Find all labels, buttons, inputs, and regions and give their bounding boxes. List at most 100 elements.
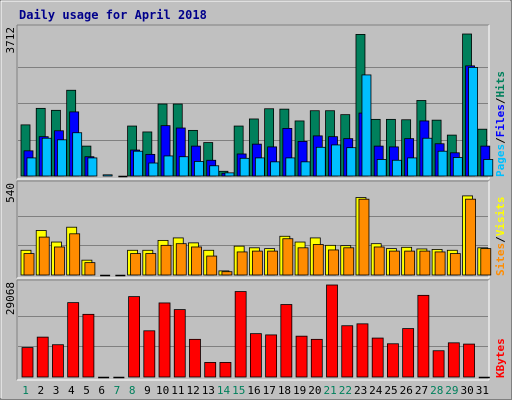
legend-item-sites: Sites bbox=[494, 243, 507, 276]
day-label-17: 17 bbox=[263, 384, 276, 397]
bar-sites-day-15 bbox=[236, 251, 248, 276]
series-pages bbox=[26, 67, 494, 178]
bar-pages-day-17 bbox=[270, 161, 281, 177]
bar-pages-day-22 bbox=[346, 147, 357, 177]
bar-pages-day-16 bbox=[254, 157, 265, 177]
series-sites bbox=[23, 198, 492, 277]
bar-pages-day-1 bbox=[26, 157, 37, 177]
bar-kbytes-day-3 bbox=[52, 344, 64, 378]
bar-kbytes-day-15 bbox=[234, 291, 247, 378]
bar-pages-day-28 bbox=[437, 150, 448, 177]
bar-sites-day-29 bbox=[449, 253, 461, 276]
bar-kbytes-day-19 bbox=[295, 335, 308, 378]
day-label-29: 29 bbox=[445, 384, 458, 397]
bar-kbytes-day-13 bbox=[204, 362, 217, 378]
bar-kbytes-day-5 bbox=[82, 313, 95, 378]
day-label-6: 6 bbox=[98, 384, 105, 397]
bar-sites-day-10 bbox=[160, 244, 172, 276]
day-label-28: 28 bbox=[430, 384, 443, 397]
bar-pages-day-21 bbox=[331, 144, 341, 177]
legend-visits-sites: Sites/Visits bbox=[494, 197, 507, 277]
bar-pages-day-29 bbox=[452, 157, 463, 177]
bar-pages-day-31 bbox=[483, 159, 494, 177]
bar-kbytes-day-4 bbox=[67, 302, 80, 378]
bar-kbytes-day-28 bbox=[432, 350, 445, 378]
legend-item-kbytes: KBytes bbox=[494, 338, 507, 378]
bar-sites-day-17 bbox=[267, 250, 279, 276]
axis-max-label: 540 bbox=[4, 183, 17, 203]
bar-sites-day-28 bbox=[434, 251, 446, 276]
bar-pages-day-24 bbox=[376, 159, 387, 177]
legend-item-files: Files bbox=[494, 104, 507, 137]
bar-pages-day-15 bbox=[239, 157, 250, 177]
chart-title: Daily usage for April 2018 bbox=[19, 8, 207, 22]
bar-kbytes-day-22 bbox=[341, 325, 354, 378]
bar-kbytes-day-30 bbox=[463, 343, 475, 378]
legend-item-visits: Visits bbox=[494, 197, 507, 237]
day-label-31: 31 bbox=[476, 384, 489, 397]
bar-sites-day-5 bbox=[84, 262, 96, 276]
day-label-27: 27 bbox=[415, 384, 428, 397]
bar-pages-day-11 bbox=[178, 156, 189, 177]
bar-sites-day-9 bbox=[145, 253, 157, 276]
bar-sites-day-24 bbox=[373, 246, 385, 276]
bar-kbytes-day-25 bbox=[387, 343, 399, 378]
day-label-25: 25 bbox=[384, 384, 397, 397]
bar-sites-day-18 bbox=[282, 238, 294, 276]
day-label-2: 2 bbox=[38, 384, 45, 397]
axis-max-label: 29068 bbox=[4, 282, 17, 315]
series-kbytes bbox=[21, 284, 490, 379]
bar-sites-day-16 bbox=[251, 250, 263, 276]
bar-kbytes-day-18 bbox=[280, 304, 293, 378]
day-label-3: 3 bbox=[53, 384, 60, 397]
bar-pages-day-3 bbox=[57, 139, 67, 177]
bar-sites-day-13 bbox=[206, 255, 218, 276]
bar-sites-day-26 bbox=[404, 250, 416, 276]
bar-kbytes-day-29 bbox=[447, 342, 460, 378]
bar-sites-day-21 bbox=[328, 249, 339, 276]
day-label-14: 14 bbox=[217, 384, 231, 397]
panel-kbytes: 29068 KBytes bbox=[4, 279, 507, 381]
legend-item-pages: Pages bbox=[494, 144, 507, 177]
bar-pages-day-5 bbox=[87, 157, 98, 177]
legend-hits-files-pages: Pages/Files/Hits bbox=[494, 71, 507, 177]
legend-separator: / bbox=[494, 236, 507, 243]
bar-kbytes-day-12 bbox=[189, 338, 201, 378]
bar-kbytes-day-23 bbox=[356, 323, 369, 378]
bar-sites-day-20 bbox=[312, 244, 324, 276]
bar-pages-day-14 bbox=[224, 172, 235, 177]
bar-kbytes-day-14 bbox=[219, 362, 232, 378]
bar-kbytes-day-21 bbox=[326, 284, 338, 378]
day-label-30: 30 bbox=[461, 384, 474, 397]
bar-sites-day-25 bbox=[389, 250, 400, 276]
bar-pages-day-6 bbox=[102, 174, 113, 177]
legend-kbytes: KBytes bbox=[494, 338, 507, 378]
day-label-19: 19 bbox=[293, 384, 306, 397]
bar-pages-day-4 bbox=[72, 132, 83, 177]
bar-pages-day-2 bbox=[41, 137, 52, 177]
bar-pages-day-30 bbox=[468, 67, 478, 177]
legend-separator: / bbox=[494, 137, 507, 144]
bar-kbytes-day-2 bbox=[36, 336, 49, 378]
bar-sites-day-22 bbox=[343, 247, 355, 276]
legend-item-hits: Hits bbox=[494, 71, 507, 98]
bar-pages-day-10 bbox=[163, 155, 174, 177]
bar-pages-day-27 bbox=[422, 137, 433, 177]
bar-kbytes-day-20 bbox=[310, 338, 323, 378]
bar-kbytes-day-27 bbox=[417, 294, 430, 378]
bar-kbytes-day-26 bbox=[402, 328, 415, 378]
bar-sites-day-27 bbox=[419, 250, 431, 276]
bar-pages-day-8 bbox=[133, 150, 143, 177]
day-label-5: 5 bbox=[83, 384, 90, 397]
bar-kbytes-day-16 bbox=[249, 333, 262, 378]
day-label-8: 8 bbox=[129, 384, 136, 397]
day-label-22: 22 bbox=[339, 384, 352, 397]
axis-max-label: 3712 bbox=[4, 27, 17, 54]
day-label-4: 4 bbox=[68, 384, 75, 397]
bar-sites-day-31 bbox=[480, 248, 492, 276]
bar-pages-day-9 bbox=[148, 162, 159, 177]
day-label-11: 11 bbox=[171, 384, 184, 397]
